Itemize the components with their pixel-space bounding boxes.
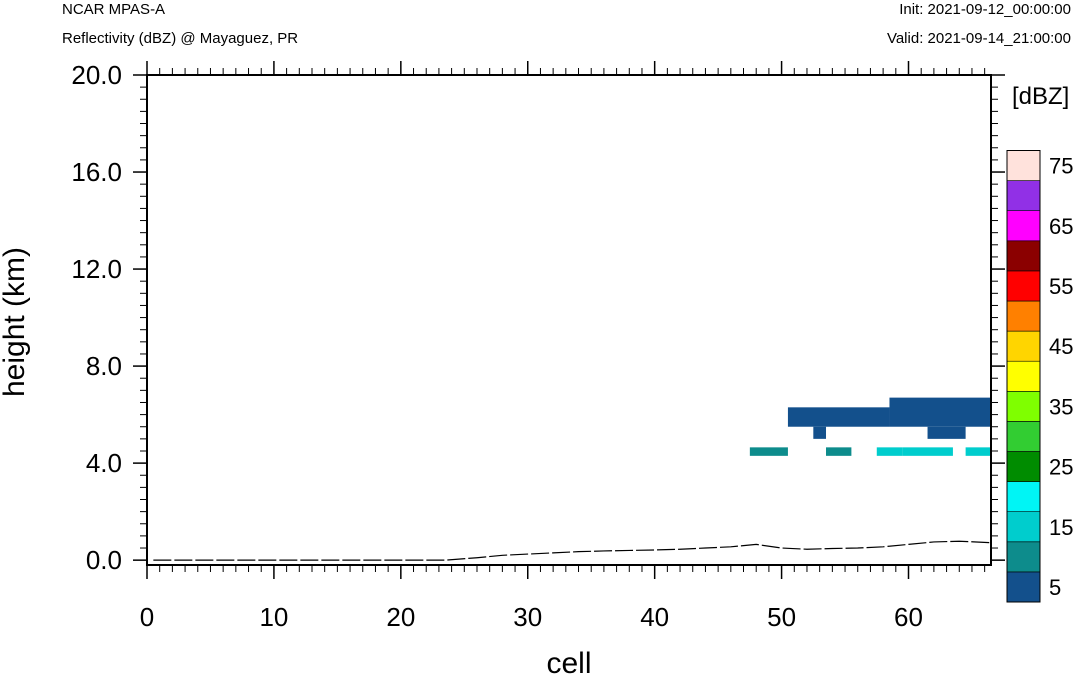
x-tick-label: 60	[894, 602, 923, 632]
reflectivity-cell	[813, 426, 827, 439]
colorbar-label: 55	[1049, 274, 1073, 299]
y-tick-label: 12.0	[71, 254, 122, 284]
colorbar-label: 15	[1049, 515, 1073, 540]
y-axis-label: height (km)	[0, 247, 31, 397]
colorbar-swatch	[1006, 360, 1041, 392]
colorbar-label: 35	[1049, 394, 1073, 419]
y-tick-label: 16.0	[71, 157, 122, 187]
x-tick-label: 30	[513, 602, 542, 632]
colorbar: 5 15 25 35 45 55 65 75	[1006, 150, 1073, 603]
colorbar-swatch	[1006, 571, 1041, 603]
y-tick-label: 8.0	[86, 351, 122, 381]
colorbar-swatch	[1006, 330, 1041, 362]
colorbar-swatch	[1006, 541, 1041, 573]
colorbar-swatch	[1006, 210, 1041, 242]
reflectivity-cell	[927, 426, 966, 439]
reflectivity-cell	[749, 447, 788, 456]
x-tick-label: 10	[259, 602, 288, 632]
model-name: NCAR MPAS-A	[62, 1, 166, 18]
colorbar-border	[1006, 150, 1041, 603]
init-time: Init: 2021-09-12_00:00:00	[899, 1, 1071, 18]
reflectivity-cell	[889, 397, 991, 427]
x-tick-label: 20	[386, 602, 415, 632]
x-axis: 0 10 20 30 40 50 60	[140, 61, 986, 632]
plot-frame	[146, 74, 992, 566]
colorbar-swatch	[1006, 180, 1041, 212]
field-title: Reflectivity (dBZ) @ Mayaguez, PR	[62, 30, 299, 47]
colorbar-label: 45	[1049, 334, 1073, 359]
y-tick-label: 4.0	[86, 448, 122, 478]
reflectivity-cell	[965, 447, 991, 456]
colorbar-swatch	[1006, 390, 1041, 422]
colorbar-swatch	[1006, 511, 1041, 543]
colorbar-swatch	[1006, 421, 1041, 452]
colorbar-swatch	[1006, 451, 1041, 482]
colorbar-label: 75	[1049, 154, 1073, 179]
colorbar-swatch	[1006, 300, 1041, 332]
terrain-line-path	[153, 540, 992, 561]
colorbar-title: [dBZ]	[1012, 83, 1069, 110]
colorbar-label: 25	[1049, 455, 1073, 480]
terrain-line	[153, 540, 992, 561]
colorbar-label: 65	[1049, 214, 1073, 239]
reflectivity-cells	[749, 397, 991, 456]
colorbar-label: 5	[1049, 575, 1061, 600]
colorbar-swatch	[1006, 270, 1041, 302]
y-tick-label: 0.0	[86, 545, 122, 575]
x-tick-label: 0	[140, 602, 154, 632]
x-tick-label: 50	[767, 602, 796, 632]
valid-time: Valid: 2021-09-14_21:00:00	[886, 30, 1071, 47]
y-axis: 0.0 4.0 8.0 12.0 16.0 20.0	[71, 60, 1005, 575]
colorbar-swatch	[1006, 150, 1041, 181]
colorbar-swatch	[1006, 481, 1041, 513]
y-tick-label: 20.0	[71, 60, 122, 90]
reflectivity-cell	[787, 407, 890, 427]
reflectivity-cell	[876, 447, 903, 456]
reflectivity-cell	[902, 447, 953, 456]
colorbar-swatch	[1006, 240, 1041, 272]
x-tick-label: 40	[640, 602, 669, 632]
reflectivity-cell	[826, 447, 852, 456]
x-axis-label: cell	[546, 647, 591, 677]
